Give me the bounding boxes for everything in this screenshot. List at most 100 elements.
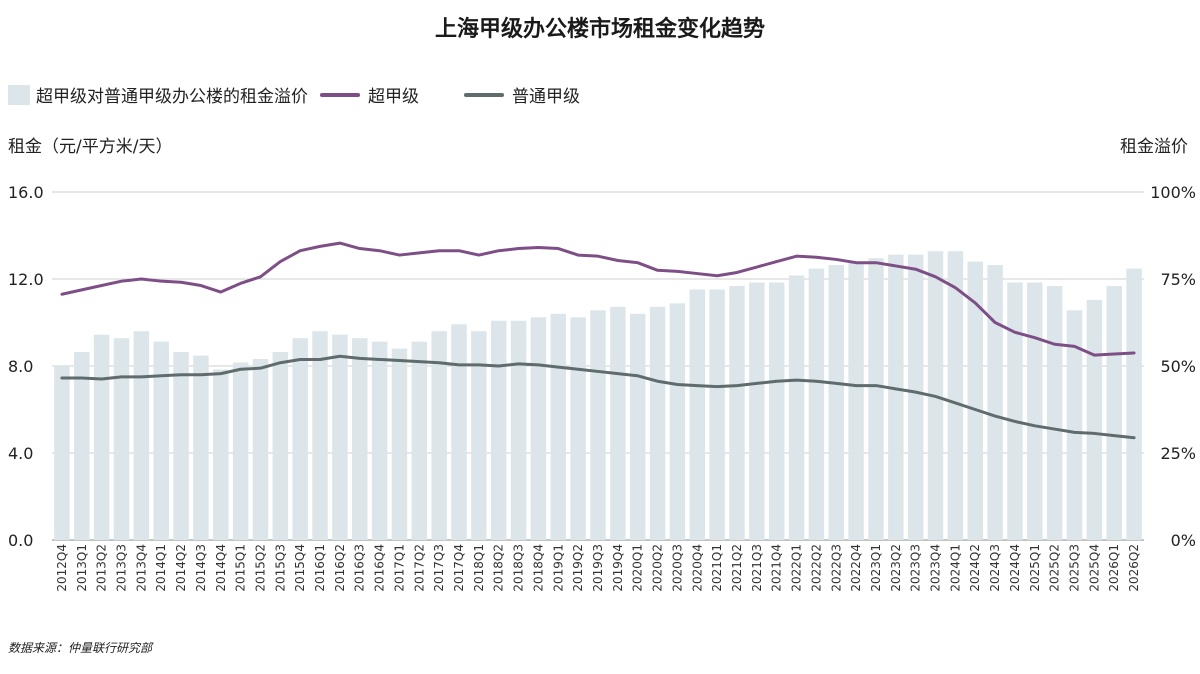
x-tick-label: 2016Q3 <box>353 544 367 592</box>
x-tick-label: 2023Q4 <box>929 544 943 592</box>
premium-bar <box>709 289 725 540</box>
premium-bar <box>232 362 249 540</box>
premium-bar <box>312 331 328 540</box>
premium-bar <box>113 338 130 540</box>
premium-bar <box>74 352 90 540</box>
grade-a-line <box>60 354 1136 440</box>
x-tick-label: 2018Q4 <box>531 544 545 592</box>
x-tick-label: 2017Q4 <box>452 544 466 592</box>
premium-bar <box>590 310 606 540</box>
premium-bar <box>411 341 428 540</box>
x-tick-label: 2019Q3 <box>591 544 605 592</box>
y-right-tick-label: 100% <box>1150 183 1196 202</box>
premium-bar <box>669 303 686 540</box>
x-tick-label: 2022Q3 <box>829 544 843 592</box>
legend-label-premium: 超甲级对普通甲级办公楼的租金溢价 <box>36 87 308 107</box>
x-tick-label: 2014Q1 <box>154 544 168 592</box>
rent-lines <box>60 241 1136 440</box>
premium-bar <box>947 251 964 540</box>
y-right-tick-label: 25% <box>1160 444 1196 463</box>
x-tick-label: 2014Q4 <box>214 544 228 592</box>
x-tick-label: 2025Q3 <box>1068 544 1082 592</box>
premium-bar <box>788 275 805 540</box>
premium-bar <box>391 348 408 540</box>
x-tick-label: 2024Q3 <box>988 544 1002 592</box>
y-left-axis-title: 租金（元/平方米/天） <box>8 137 172 157</box>
x-tick-label: 2025Q1 <box>1028 544 1042 592</box>
premium-bar <box>629 313 646 540</box>
x-tick-label: 2021Q1 <box>710 544 724 592</box>
premium-bar <box>252 359 269 540</box>
x-tick-label: 2025Q2 <box>1048 544 1062 592</box>
premium-bar <box>332 334 348 540</box>
x-ticks: 2012Q4 2013Q1 2013Q2 2013Q3 2013Q4 2014Q1 2014… <box>55 544 1141 592</box>
x-tick-label: 2023Q1 <box>869 544 883 592</box>
premium-bar <box>371 341 388 540</box>
x-tick-label: 2025Q4 <box>1087 544 1101 592</box>
x-tick-label: 2021Q3 <box>750 544 764 592</box>
x-tick-label: 2024Q4 <box>1008 544 1022 592</box>
premium-bar <box>213 369 229 540</box>
y-left-tick-label: 16.0 <box>8 183 44 202</box>
x-tick-label: 2020Q4 <box>690 544 704 592</box>
premium-bar <box>967 261 983 540</box>
x-tick-label: 2015Q2 <box>253 544 267 592</box>
premium-bar <box>749 282 765 540</box>
y-right-tick-label: 0% <box>1171 531 1196 550</box>
x-tick-label: 2013Q3 <box>114 544 128 592</box>
y-right-axis-title: 租金溢价 <box>1120 137 1188 157</box>
x-tick-label: 2017Q3 <box>432 544 446 592</box>
x-tick-label: 2019Q1 <box>551 544 565 592</box>
premium-bar <box>610 306 626 540</box>
premium-bar <box>1126 268 1142 540</box>
premium-bar <box>1066 310 1083 540</box>
x-tick-label: 2021Q4 <box>770 544 784 592</box>
premium-bar <box>451 324 467 540</box>
premium-bar <box>570 317 586 540</box>
x-tick-label: 2018Q1 <box>472 544 486 592</box>
premium-bar <box>173 352 189 540</box>
premium-bar <box>133 331 150 540</box>
x-tick-label: 2016Q2 <box>333 544 347 592</box>
premium-bar <box>649 306 666 540</box>
premium-bar <box>193 355 209 540</box>
x-tick-label: 2012Q4 <box>55 544 69 592</box>
x-tick-label: 2023Q2 <box>889 544 903 592</box>
premium-bar <box>1046 285 1063 540</box>
legend-label-grade-a: 普通甲级 <box>512 87 580 107</box>
premium-bar <box>93 334 110 540</box>
x-tick-label: 2014Q2 <box>174 544 188 592</box>
x-tick-label: 2013Q2 <box>95 544 109 592</box>
premium-bar <box>153 341 169 540</box>
x-tick-label: 2026Q2 <box>1127 544 1141 592</box>
x-tick-label: 2022Q1 <box>790 544 804 592</box>
premium-bars <box>54 251 1142 540</box>
y-left-ticks: 0.0 4.0 8.0 12.0 16.0 <box>8 183 44 550</box>
premium-bar <box>1027 282 1043 540</box>
premium-bar <box>471 331 487 540</box>
legend: 超甲级对普通甲级办公楼的租金溢价 超甲级 普通甲级 <box>8 85 580 107</box>
x-tick-label: 2018Q3 <box>512 544 526 592</box>
x-tick-label: 2019Q2 <box>571 544 585 592</box>
y-right-tick-label: 50% <box>1160 357 1196 376</box>
premium-bar <box>729 285 745 540</box>
x-tick-label: 2022Q2 <box>809 544 823 592</box>
premium-bar <box>1007 282 1023 540</box>
chart-title: 上海甲级办公楼市场租金变化趋势 <box>435 16 765 42</box>
x-tick-label: 2024Q1 <box>948 544 962 592</box>
x-tick-label: 2015Q1 <box>234 544 248 592</box>
premium-bar <box>868 258 884 540</box>
y-left-tick-label: 12.0 <box>8 270 44 289</box>
x-tick-label: 2017Q2 <box>412 544 426 592</box>
x-tick-label: 2021Q2 <box>730 544 744 592</box>
x-tick-label: 2013Q1 <box>75 544 89 592</box>
x-tick-label: 2013Q4 <box>134 544 148 592</box>
premium-bar <box>54 366 70 540</box>
premium-bar <box>689 289 706 540</box>
x-tick-label: 2015Q4 <box>293 544 307 592</box>
x-tick-label: 2016Q1 <box>313 544 327 592</box>
x-tick-label: 2020Q2 <box>651 544 665 592</box>
premium-bar <box>292 338 308 540</box>
premium-bar <box>848 261 864 540</box>
